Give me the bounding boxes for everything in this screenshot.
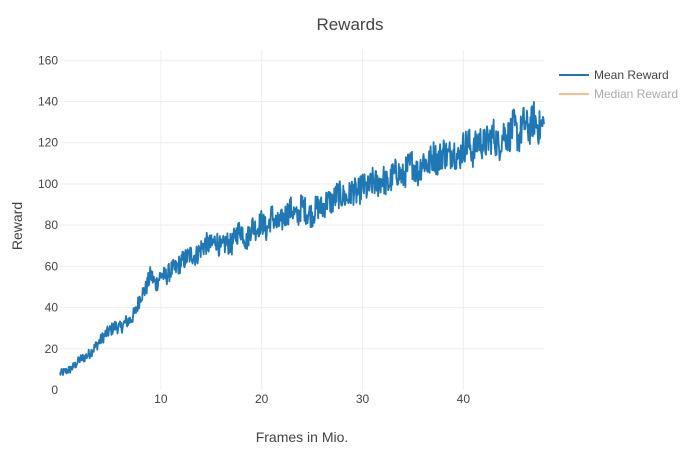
y-tick-label: 140 — [38, 95, 58, 109]
series-line-0 — [59, 101, 545, 376]
y-tick-label: 20 — [45, 342, 59, 356]
x-tick-label: 10 — [154, 392, 168, 406]
x-tick-label: 40 — [457, 392, 471, 406]
x-tick-label: 30 — [356, 392, 370, 406]
y-axis-label: Reward — [9, 202, 25, 250]
y-tick-label: 0 — [51, 383, 58, 397]
axis-ticks: 0 20 40 60 80 100 120 140 160 10 20 30 40 — [38, 53, 470, 406]
y-tick-label: 80 — [45, 218, 59, 232]
y-tick-label: 100 — [38, 177, 58, 191]
legend: Mean Reward Median Reward — [559, 68, 678, 101]
y-tick-label: 160 — [38, 53, 58, 67]
x-axis-label: Frames in Mio. — [256, 429, 349, 445]
chart-title: Rewards — [316, 15, 383, 34]
y-tick-label: 60 — [45, 259, 59, 273]
y-tick-label: 120 — [38, 136, 58, 150]
legend-label-1[interactable]: Median Reward — [594, 87, 678, 101]
y-tick-label: 40 — [45, 301, 59, 315]
series-group — [59, 101, 545, 376]
grid-lines — [60, 50, 544, 390]
legend-label-0[interactable]: Mean Reward — [594, 68, 669, 82]
x-tick-label: 20 — [255, 392, 269, 406]
